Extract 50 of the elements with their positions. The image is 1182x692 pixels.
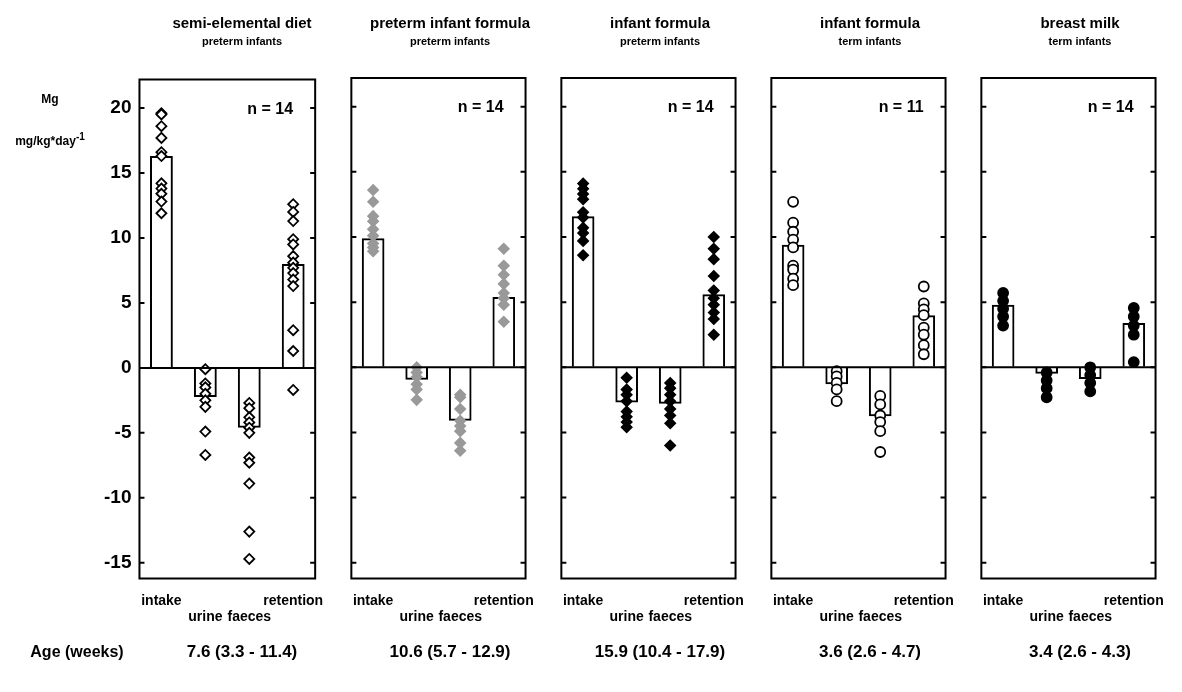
y-tick-label: -5: [114, 421, 132, 443]
x-tick-label: intake: [772, 591, 814, 608]
y-tick-label: 20: [110, 96, 132, 118]
x-tick-label: faeces: [858, 608, 903, 625]
x-tick-label: faeces: [438, 608, 483, 625]
x-tick-label: urine: [399, 608, 434, 625]
y-tick-label: 10: [110, 226, 132, 248]
annotation: n = 14: [457, 98, 504, 116]
x-tick-label: faeces: [227, 608, 272, 625]
y-tick-label: -10: [103, 486, 132, 508]
chart-subtitle: preterm infants: [200, 35, 284, 47]
x-tick-label: retention: [893, 591, 954, 608]
y-tick-label: 0: [120, 356, 132, 378]
x-tick-label: urine: [609, 608, 644, 625]
chart-subtitle: term infants: [837, 35, 903, 47]
x-tick-label: intake: [982, 591, 1024, 608]
chart-subtitle: preterm infants: [408, 35, 492, 47]
x-tick-label: faeces: [648, 608, 693, 625]
y-tick-label: -15: [103, 551, 132, 573]
text: 15.9 (10.4 - 17.9): [593, 642, 727, 662]
chart-title: infant formula: [609, 13, 711, 31]
annotation: n = 14: [1087, 98, 1134, 116]
x-tick-label: faeces: [1068, 608, 1113, 625]
chart-title: infant formula: [819, 13, 921, 31]
y-tick-label: 15: [110, 161, 132, 183]
text: Mg mg/kg*day$^{-1}$: [15, 92, 85, 148]
x-tick-label: retention: [1103, 591, 1164, 608]
x-tick-label: intake: [141, 591, 182, 608]
chart-subtitle: term infants: [1047, 35, 1113, 47]
x-tick-label: urine: [188, 608, 223, 625]
annotation: n = 11: [878, 98, 924, 116]
chart-title: semi-elemental diet: [171, 13, 313, 31]
chart-title: breast milk: [1039, 13, 1121, 31]
annotation: n = 14: [247, 99, 294, 117]
chart-title: preterm infant formula: [369, 13, 531, 31]
x-tick-label: intake: [562, 591, 604, 608]
x-tick-label: retention: [683, 591, 744, 608]
y-tick-label: 5: [120, 291, 132, 313]
x-tick-label: retention: [263, 591, 324, 608]
text: 7.6 (3.3 - 11.4): [185, 642, 299, 662]
x-tick-label: urine: [819, 608, 854, 625]
x-tick-label: urine: [1029, 608, 1064, 625]
text: 3.4 (2.6 - 4.3): [1027, 642, 1133, 662]
x-tick-label: intake: [352, 591, 394, 608]
text: Age (weeks): [29, 643, 125, 661]
x-tick-label: retention: [473, 591, 534, 608]
chart-subtitle: preterm infants: [618, 35, 702, 47]
text: 10.6 (5.7 - 12.9): [388, 642, 512, 662]
text: 3.6 (2.6 - 4.7): [817, 642, 923, 662]
annotation: n = 14: [667, 98, 714, 116]
